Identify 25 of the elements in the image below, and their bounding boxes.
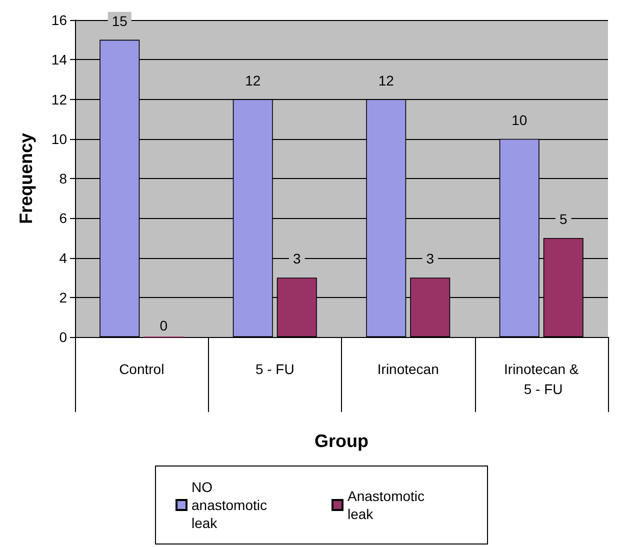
x-axis-title: Group bbox=[314, 431, 368, 451]
y-tick-label: 14 bbox=[51, 52, 68, 68]
y-axis-title: Frequency bbox=[16, 132, 36, 224]
y-tick-label: 12 bbox=[51, 91, 68, 108]
x-tick-label: 5 - FU bbox=[255, 361, 294, 377]
y-tick-label: 4 bbox=[59, 250, 68, 266]
y-tick-label: 2 bbox=[59, 289, 68, 306]
y-tick-label: 6 bbox=[59, 210, 68, 226]
x-tick-label: Irinotecan bbox=[377, 361, 439, 377]
data-label: 12 bbox=[378, 72, 394, 88]
data-label: 15 bbox=[112, 12, 128, 29]
data-label: 5 bbox=[559, 210, 568, 227]
legend-label: Anastomotic leak bbox=[348, 488, 428, 522]
x-tick-label: Control bbox=[119, 361, 164, 377]
data-label: 0 bbox=[160, 318, 168, 334]
data-label: 3 bbox=[426, 250, 434, 267]
data-label: 3 bbox=[292, 250, 301, 267]
x-tick-label: Irinotecan & 5 - FU bbox=[504, 361, 580, 397]
y-tick-label: 10 bbox=[51, 130, 68, 147]
y-tick-label: 0 bbox=[59, 329, 68, 345]
data-label: 12 bbox=[245, 72, 261, 88]
y-tick-label: 16 bbox=[51, 12, 68, 28]
y-tick-label: 8 bbox=[59, 170, 68, 186]
data-label: 10 bbox=[512, 112, 528, 128]
legend-label: NO anastomotic leak bbox=[192, 479, 271, 531]
